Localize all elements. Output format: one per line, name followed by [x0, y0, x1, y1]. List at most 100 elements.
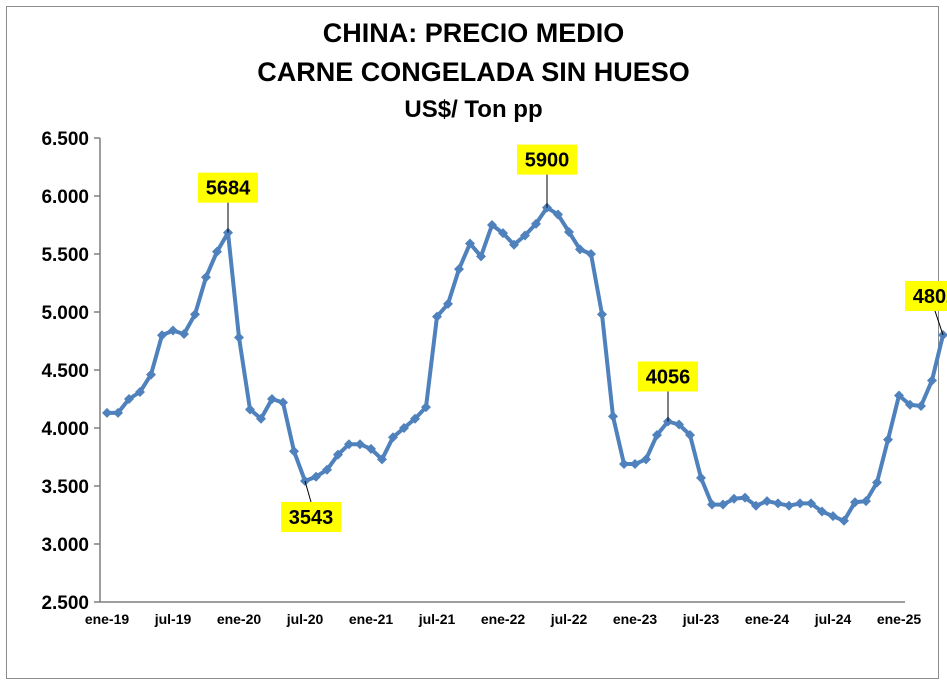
data-point: [344, 439, 354, 450]
data-point: [124, 394, 134, 404]
data-point: [619, 458, 629, 469]
data-point: [916, 400, 926, 411]
data-point: [102, 407, 112, 418]
data-point: [806, 498, 816, 509]
callout-box: [517, 144, 577, 175]
callout-label: 5900: [525, 150, 570, 172]
data-point: [641, 454, 651, 465]
data-point: [685, 429, 695, 440]
data-point: [883, 434, 893, 445]
data-point: [201, 272, 211, 283]
price-line: [107, 205, 945, 523]
data-point: [179, 329, 189, 340]
callout-label: 3543: [289, 507, 334, 529]
chart-unit-label: US$/ Ton pp: [404, 96, 543, 123]
data-point: [762, 496, 772, 507]
x-tick-label: ene-22: [481, 611, 526, 627]
data-point: [630, 458, 640, 469]
data-point: [366, 443, 376, 454]
data-point: [476, 251, 486, 262]
data-point: [564, 226, 574, 237]
y-tick-label: 3.000: [41, 535, 89, 556]
data-point: [168, 325, 178, 336]
data-point: [146, 369, 156, 380]
data-point: [135, 387, 145, 398]
series-line: [107, 205, 945, 523]
x-tick-label: ene-20: [217, 611, 262, 627]
data-point: [190, 309, 200, 320]
y-tick-label: 4.500: [41, 361, 89, 382]
data-point: [553, 209, 563, 220]
data-point: [454, 264, 464, 275]
callout-leader: [934, 310, 944, 336]
data-point: [410, 413, 420, 424]
axes: [99, 138, 905, 603]
data-point: [894, 390, 904, 401]
callout-box: [905, 280, 947, 311]
data-callouts: 5684 3543 5900 4056 4802: [198, 144, 947, 533]
data-point: [509, 239, 519, 250]
x-tick-label: jul-20: [286, 611, 324, 627]
data-point: [278, 397, 288, 408]
data-point: [905, 399, 915, 410]
data-point: [608, 411, 618, 422]
data-point: [256, 413, 266, 424]
data-point: [245, 404, 255, 415]
data-point: [465, 238, 475, 249]
data-point: [333, 449, 343, 460]
data-point: [388, 432, 398, 443]
callout-box: [198, 172, 258, 203]
x-axis-ticks: ene-19 jul-19 ene-20 jul-20 ene-21 jul-21 ene-…: [85, 611, 922, 627]
data-point: [773, 498, 783, 509]
x-tick-label: ene-24: [745, 611, 790, 627]
y-tick-label: 6.000: [41, 187, 89, 208]
x-tick-label: jul-23: [682, 611, 720, 627]
y-tick-label: 4.000: [41, 419, 89, 440]
data-point: [421, 402, 431, 413]
data-point: [432, 311, 442, 322]
data-point: [718, 499, 728, 510]
data-point: [751, 500, 761, 511]
data-point: [872, 477, 882, 488]
data-point: [531, 218, 541, 229]
data-point: [355, 439, 365, 450]
data-point: [311, 471, 321, 482]
data-point: [234, 332, 244, 343]
y-tick-label: 2.500: [41, 593, 89, 614]
data-point: [784, 500, 794, 511]
x-tick-label: ene-19: [85, 611, 130, 627]
data-point: [520, 230, 530, 241]
data-point: [322, 464, 332, 475]
chart-subtitle: CARNE CONGELADA SIN HUESO: [257, 57, 690, 87]
data-point: [597, 309, 607, 320]
data-point: [729, 493, 739, 504]
callout-leader: [304, 480, 312, 503]
y-tick-label: 5.500: [41, 245, 89, 266]
data-point: [927, 375, 937, 386]
data-point: [817, 506, 827, 517]
data-point: [740, 492, 750, 503]
data-point: [487, 220, 497, 230]
y-tick-label: 6.500: [41, 129, 89, 150]
series-markers: [102, 202, 947, 526]
x-tick-label: ene-25: [877, 611, 922, 627]
data-point: [157, 330, 167, 341]
data-point: [289, 446, 299, 457]
data-point: [399, 423, 409, 433]
chart-title: CHINA: PRECIO MEDIO: [322, 18, 625, 48]
data-point: [267, 394, 277, 404]
data-point: [707, 499, 717, 510]
y-tick-label: 5.000: [41, 303, 89, 324]
data-point: [377, 454, 387, 465]
callout-label: 4802: [913, 286, 947, 308]
data-point: [443, 298, 453, 309]
y-tick-label: 3.500: [41, 477, 89, 498]
x-tick-label: jul-24: [814, 611, 852, 627]
x-tick-label: jul-21: [418, 611, 456, 627]
data-point: [828, 511, 838, 522]
x-tick-label: ene-23: [613, 611, 658, 627]
data-point: [850, 497, 860, 508]
x-tick-label: jul-19: [154, 611, 192, 627]
callout-box: [281, 502, 341, 533]
